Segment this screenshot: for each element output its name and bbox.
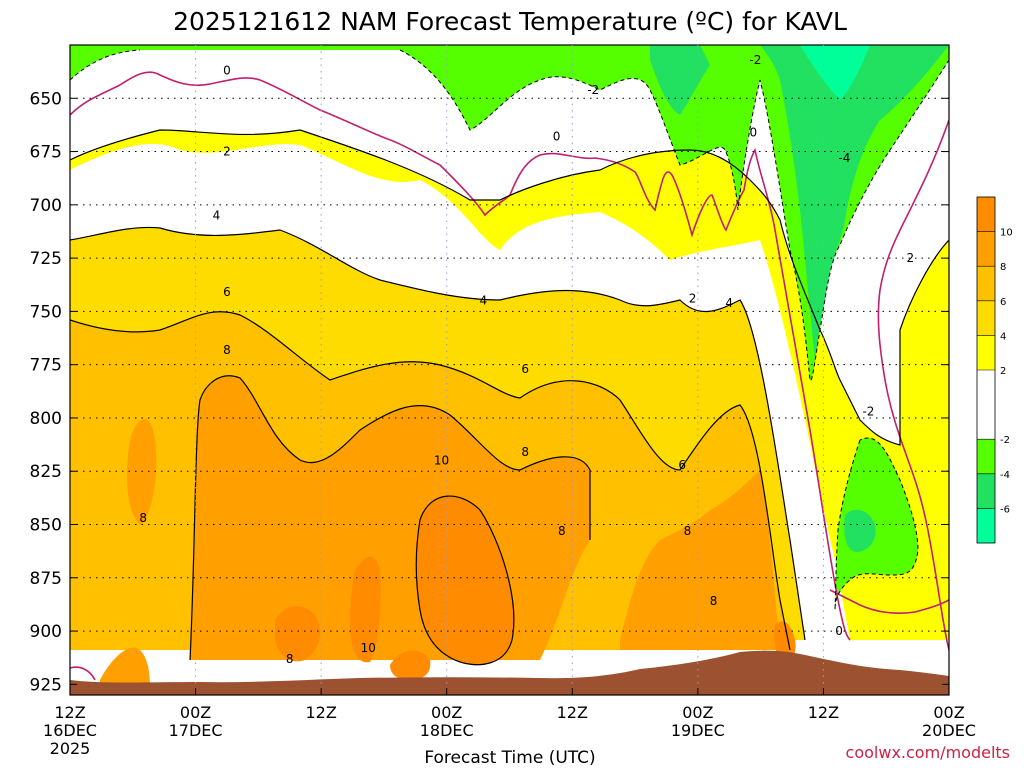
colorbar-band	[977, 197, 995, 232]
colorbar-label: 4	[1000, 331, 1006, 342]
credit-text: coolwx.com/modelts	[846, 743, 1010, 762]
y-tick-label: 675	[30, 143, 62, 163]
contour-labels: 0 -2 -2 0 0 -4 2 4 6 4 2 4 2 8 6 -2 10 8 6 8 8 8 8 10 8 0	[139, 53, 914, 666]
colorbar-label: 2	[1000, 366, 1006, 377]
contour-label: 8	[684, 524, 692, 538]
colorbar-band	[977, 300, 995, 336]
contour-label: 8	[710, 594, 718, 608]
colorbar-label: 8	[1000, 262, 1006, 273]
contour-label: 4	[725, 296, 733, 310]
y-tick-label: 825	[30, 462, 62, 482]
x-tick-date: 19DEC	[671, 721, 725, 740]
contour-label: 2	[906, 251, 914, 265]
contour-label: -2	[862, 405, 874, 419]
band-plus2-to-plus4	[70, 130, 949, 640]
colorbar-label: -2	[1000, 435, 1010, 446]
contour-label: 8	[223, 343, 231, 357]
contour-label: 2	[689, 292, 697, 306]
y-tick-label: 725	[30, 249, 62, 269]
zero-degree-contour-surface	[70, 666, 96, 681]
contour-label: 2	[223, 145, 231, 159]
x-tick-label: 12Z	[305, 703, 336, 722]
contour-label: -2	[587, 83, 599, 97]
colorbar-band	[977, 508, 995, 543]
contour-label: 6	[223, 285, 231, 299]
contour-label: 4	[213, 208, 221, 222]
zero-degree-contour-right	[877, 119, 949, 651]
x-tick-label: 00Z	[933, 703, 964, 722]
colorbar-band	[977, 335, 995, 370]
contour-label: 8	[286, 652, 294, 666]
x-tick-label: 12Z	[54, 703, 85, 722]
y-tick-label: 650	[30, 89, 62, 109]
colorbar-band	[977, 231, 995, 267]
contour-label: -4	[838, 151, 850, 165]
plus4-contour	[70, 226, 806, 641]
contour-label: -2	[749, 53, 761, 67]
zero-degree-contour-lower	[829, 589, 949, 614]
colorbar-band	[977, 473, 995, 509]
band-plus10-to-plus12	[275, 496, 796, 680]
contour-label: 10	[361, 641, 376, 655]
band-minus6-to-minus8	[800, 45, 870, 100]
colorbar-band	[977, 370, 995, 440]
y-tick-label: 775	[30, 356, 62, 376]
x-tick-date: 20DEC	[922, 721, 976, 740]
x-tick-label: 12Z	[808, 703, 839, 722]
contour-label: 8	[139, 511, 147, 525]
zero-degree-contour-upper	[70, 71, 851, 641]
contour-label: 10	[434, 454, 449, 468]
colorbar-label: 10	[1000, 228, 1013, 239]
terrain	[70, 650, 949, 695]
contour-label: 0	[835, 624, 843, 638]
plot-frame	[69, 44, 950, 696]
plus10-contour	[415, 495, 515, 666]
colorbar-band	[977, 266, 995, 301]
x-tick-date: 17DEC	[169, 721, 223, 740]
x-tick-label: 00Z	[431, 703, 462, 722]
contour-label: 6	[678, 458, 686, 472]
chart-title: 2025121612 NAM Forecast Temperature (ºC)…	[173, 7, 847, 36]
colorbar-band	[977, 439, 995, 474]
x-tick-label: 00Z	[682, 703, 713, 722]
x-axis-label: Forecast Time (UTC)	[424, 748, 595, 768]
x-tick-label: 00Z	[180, 703, 211, 722]
contour-label: 6	[521, 362, 529, 376]
y-tick-label: 875	[30, 569, 62, 589]
y-tick-label: 925	[30, 675, 62, 695]
contour-label: 0	[749, 125, 757, 139]
colorbar-label: -4	[1000, 470, 1010, 481]
colorbar: 10 8 6 4 2 -2 -4 -6	[976, 196, 1013, 544]
x-tick-date: 18DEC	[420, 721, 474, 740]
y-tick-label: 700	[30, 196, 62, 216]
plus2-contour	[70, 129, 949, 446]
y-tick-label: 850	[30, 516, 62, 536]
y-tick-label: 800	[30, 409, 62, 429]
colorbar-label: 6	[1000, 297, 1006, 308]
minus2-contour-lower	[834, 437, 919, 611]
contour-label: 8	[521, 445, 529, 459]
y-tick-label: 750	[30, 302, 62, 322]
x-tick-label: 12Z	[557, 703, 588, 722]
x-tick-year: 2025	[50, 739, 91, 758]
x-tick-date: 16DEC	[43, 721, 97, 740]
y-tick-label: 900	[30, 622, 62, 642]
minus2-contour	[70, 49, 949, 382]
contour-label: 8	[558, 524, 566, 538]
contour-label: 0	[223, 64, 231, 78]
gridlines	[70, 45, 949, 695]
contour-label: 4	[480, 294, 488, 308]
contour-label: 0	[553, 130, 561, 144]
plus8-contour	[189, 375, 591, 661]
plus6-contour	[70, 311, 791, 651]
band-minus4-to-minus6	[650, 45, 949, 552]
colorbar-label: -6	[1000, 504, 1010, 515]
